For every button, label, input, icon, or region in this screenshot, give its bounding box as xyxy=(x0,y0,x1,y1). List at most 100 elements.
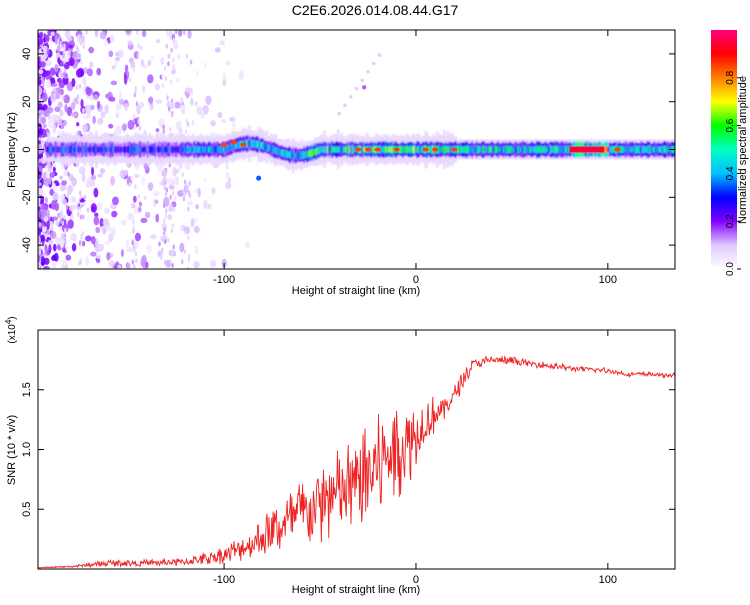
spectrogram-hotspot xyxy=(422,147,429,152)
spectrogram-noise-cell xyxy=(115,125,123,135)
spectrogram-noise-cell xyxy=(42,226,47,233)
spectrogram-noise-cell xyxy=(104,207,110,215)
spectrogram-streak-cell xyxy=(132,219,135,225)
spectrogram-noise-cell xyxy=(48,243,52,254)
spectrogram-streak-cell xyxy=(164,76,168,82)
spectrogram-noise-cell xyxy=(50,225,54,232)
spectrogram-streak-cell xyxy=(161,83,165,89)
spectrogram-noise-cell xyxy=(103,39,109,47)
spectrogram-noise-cell xyxy=(127,40,134,46)
spectrogram-noise-cell xyxy=(80,69,85,77)
spectrogram-noise-cell xyxy=(113,59,118,68)
spectrogram-noise-cell xyxy=(227,177,232,185)
spectrogram-noise-cell xyxy=(139,101,145,109)
spectrogram-streak-cell xyxy=(172,244,176,250)
spectrogram-noise-cell xyxy=(45,34,50,43)
spectrogram-noise-cell xyxy=(167,177,173,186)
spectrogram-noise-cell xyxy=(52,166,56,173)
spectrogram-noise-cell xyxy=(156,39,161,44)
spectrogram-peak xyxy=(569,146,605,153)
spectrogram-noise-cell xyxy=(38,246,42,256)
spectrogram-streak-cell xyxy=(138,125,142,131)
spectrogram-streak-cell xyxy=(158,241,161,247)
spectrogram-streak-cell xyxy=(160,236,163,242)
spectrogram-streak-cell xyxy=(170,79,173,85)
spectrogram-noise-cell xyxy=(179,242,185,253)
spectrogram-streak-cell xyxy=(132,264,136,269)
spectrogram-noise-cell xyxy=(125,30,132,34)
spectrogram-noise-cell xyxy=(144,211,151,219)
spectrogram-noise-cell xyxy=(102,218,110,227)
spectrogram-noise-cell xyxy=(45,59,52,67)
spectrogram-noise-cell xyxy=(63,78,69,86)
spectrogram-streak-cell xyxy=(62,95,65,101)
spectrogram-streak-cell xyxy=(166,30,169,36)
spectrogram-noise-cell xyxy=(205,95,212,106)
spectrogram-streak-cell xyxy=(82,214,85,220)
spectrogram-streak-cell xyxy=(60,219,63,225)
colorbar-label: Normalized spectral amplitude xyxy=(737,76,749,224)
spectrogram-noise-cell xyxy=(56,118,63,127)
spectrogram-xlabel: Height of straight line (km) xyxy=(292,285,420,297)
spectrogram-xtick-label: 0 xyxy=(413,274,419,286)
spectrogram-streak-cell xyxy=(134,251,138,257)
spectrogram-noise-cell xyxy=(225,171,231,180)
spectrogram-noise-cell xyxy=(38,220,42,228)
spectrogram-streak-cell xyxy=(161,171,164,177)
spectrogram-noise-cell xyxy=(108,260,115,268)
spectrogram-noise-cell xyxy=(211,187,216,195)
spectrogram-streak-cell xyxy=(78,240,82,246)
spectrogram-noise-cell xyxy=(38,103,43,108)
spectrogram-noise-cell xyxy=(142,85,146,93)
spectrogram-streak-cell xyxy=(165,43,168,49)
spectrogram-noise-cell xyxy=(52,262,57,268)
spectrogram-noise-cell xyxy=(38,235,41,245)
spectrogram-noise-cell xyxy=(168,30,173,40)
spectrogram-noise-cell xyxy=(137,206,142,213)
spectrogram-noise-cell xyxy=(225,162,229,171)
spectrogram-noise-cell xyxy=(71,77,76,88)
spectrogram-blob xyxy=(361,85,367,90)
spectrogram-streak-cell xyxy=(181,259,184,265)
spectrogram-noise-cell xyxy=(147,74,154,84)
spectrogram-noise-cell xyxy=(46,220,50,231)
spectrogram-noise-cell xyxy=(210,259,216,268)
spectrogram-noise-cell xyxy=(121,219,127,226)
spectrogram-streak-cell xyxy=(137,194,140,200)
spectrogram-diagonal-cell xyxy=(366,70,370,74)
spectrogram-noise-cell xyxy=(100,111,106,119)
spectrogram-noise-cell xyxy=(193,261,200,269)
spectrogram-streak-cell xyxy=(164,213,168,219)
spectrogram-hotspot xyxy=(432,147,439,152)
spectrogram-noise-cell xyxy=(42,92,48,103)
spectrogram-streak-cell xyxy=(172,37,176,43)
spectrogram-noise-cell xyxy=(91,166,95,176)
spectrogram-noise-cell xyxy=(81,172,86,183)
spectrogram-ylabel: Frequency (Hz) xyxy=(6,112,18,188)
spectrogram-noise-cell xyxy=(127,119,135,130)
spectrogram-ytick-label: 0 xyxy=(21,146,33,152)
spectrogram-noise-cell xyxy=(174,101,182,109)
spectrogram-diagonal-cell xyxy=(348,95,353,99)
spectrogram-noise-cell xyxy=(193,225,200,234)
spectrogram-noise-cell xyxy=(115,56,121,62)
spectrogram-noise-cell xyxy=(38,69,44,74)
spectrogram-streak-cell xyxy=(183,226,187,232)
spectrogram-xtick-label: -100 xyxy=(213,274,235,286)
spectrogram-streak-cell xyxy=(164,239,167,245)
spectrogram-streak-cell xyxy=(84,82,87,88)
spectrogram-noise-cell xyxy=(59,175,63,180)
spectrogram-streak-cell xyxy=(65,30,68,35)
spectrogram-noise-cell xyxy=(84,235,92,242)
spectrogram-noise-cell xyxy=(59,109,64,117)
spectrogram-noise-cell xyxy=(38,187,45,196)
spectrogram-streak-cell xyxy=(128,77,132,83)
spectrogram-noise-cell xyxy=(44,196,49,204)
spectrogram-streak-cell xyxy=(79,214,83,220)
spectrogram-noise-cell xyxy=(83,114,91,119)
spectrogram-streak-cell xyxy=(171,190,175,196)
spectrogram-noise-cell xyxy=(92,94,99,101)
spectrogram-streak-cell xyxy=(163,259,167,265)
spectrogram-noise-cell xyxy=(43,215,49,223)
spectrogram-streak-cell xyxy=(188,192,192,198)
